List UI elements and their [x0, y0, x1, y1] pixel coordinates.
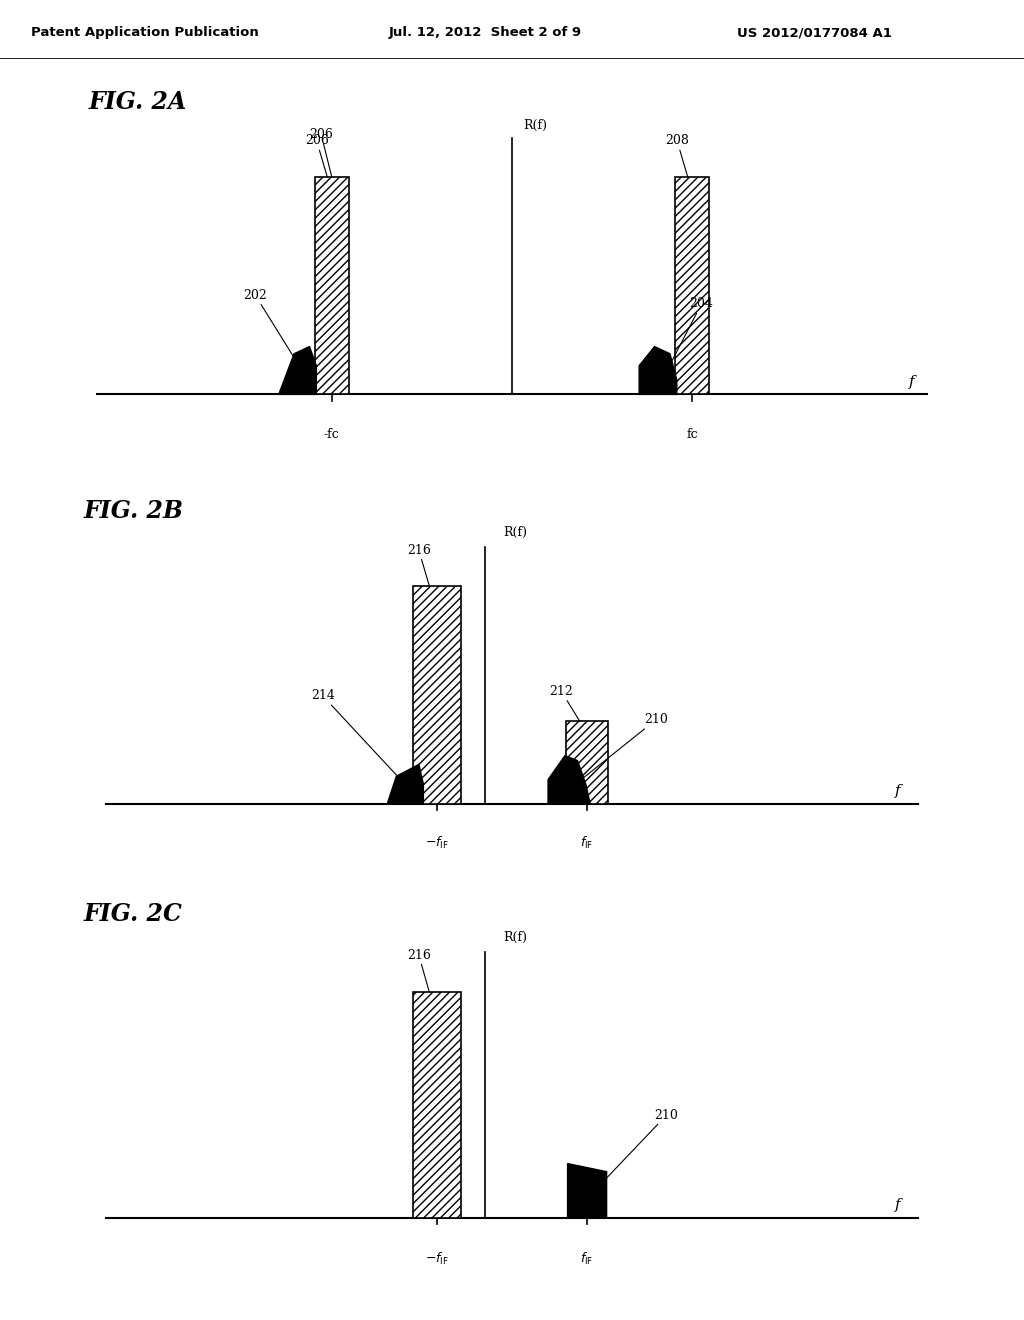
Polygon shape	[567, 1163, 606, 1217]
Text: $-f_\mathrm{IF}$: $-f_\mathrm{IF}$	[425, 1250, 449, 1267]
Text: $f_\mathrm{IF}$: $f_\mathrm{IF}$	[581, 1250, 594, 1267]
Text: R(f): R(f)	[503, 931, 527, 944]
Text: 204: 204	[667, 297, 714, 371]
Text: R(f): R(f)	[523, 119, 547, 132]
Text: f: f	[895, 784, 900, 797]
Text: fc: fc	[686, 428, 698, 441]
Text: 212: 212	[550, 685, 580, 721]
Text: 216: 216	[407, 544, 431, 586]
Text: FIG. 2A: FIG. 2A	[88, 90, 186, 114]
Text: Jul. 12, 2012  Sheet 2 of 9: Jul. 12, 2012 Sheet 2 of 9	[389, 26, 583, 40]
Bar	[413, 993, 461, 1217]
Text: f: f	[908, 375, 914, 388]
Polygon shape	[548, 756, 590, 804]
Text: 214: 214	[310, 689, 409, 788]
Polygon shape	[639, 347, 677, 395]
Text: Patent Application Publication: Patent Application Publication	[31, 26, 258, 40]
Polygon shape	[279, 347, 316, 395]
Text: 216: 216	[407, 949, 431, 993]
Polygon shape	[387, 764, 423, 804]
Text: $-f_\mathrm{IF}$: $-f_\mathrm{IF}$	[425, 836, 449, 851]
Text: FIG. 2B: FIG. 2B	[84, 499, 184, 523]
Text: 206: 206	[309, 128, 333, 177]
Text: 206: 206	[305, 135, 329, 177]
Text: 210: 210	[595, 1109, 679, 1191]
Text: f: f	[895, 1197, 900, 1212]
Bar	[675, 177, 710, 395]
Text: R(f): R(f)	[503, 527, 527, 540]
Text: $f_\mathrm{IF}$: $f_\mathrm{IF}$	[581, 836, 594, 851]
Text: 202: 202	[244, 289, 302, 371]
Text: -fc: -fc	[324, 428, 340, 441]
Text: 210: 210	[581, 713, 668, 780]
Bar	[566, 721, 608, 804]
Bar	[314, 177, 349, 395]
Text: FIG. 2C: FIG. 2C	[84, 903, 182, 927]
Bar	[413, 586, 461, 804]
Text: US 2012/0177084 A1: US 2012/0177084 A1	[737, 26, 892, 40]
Text: 208: 208	[666, 135, 689, 177]
